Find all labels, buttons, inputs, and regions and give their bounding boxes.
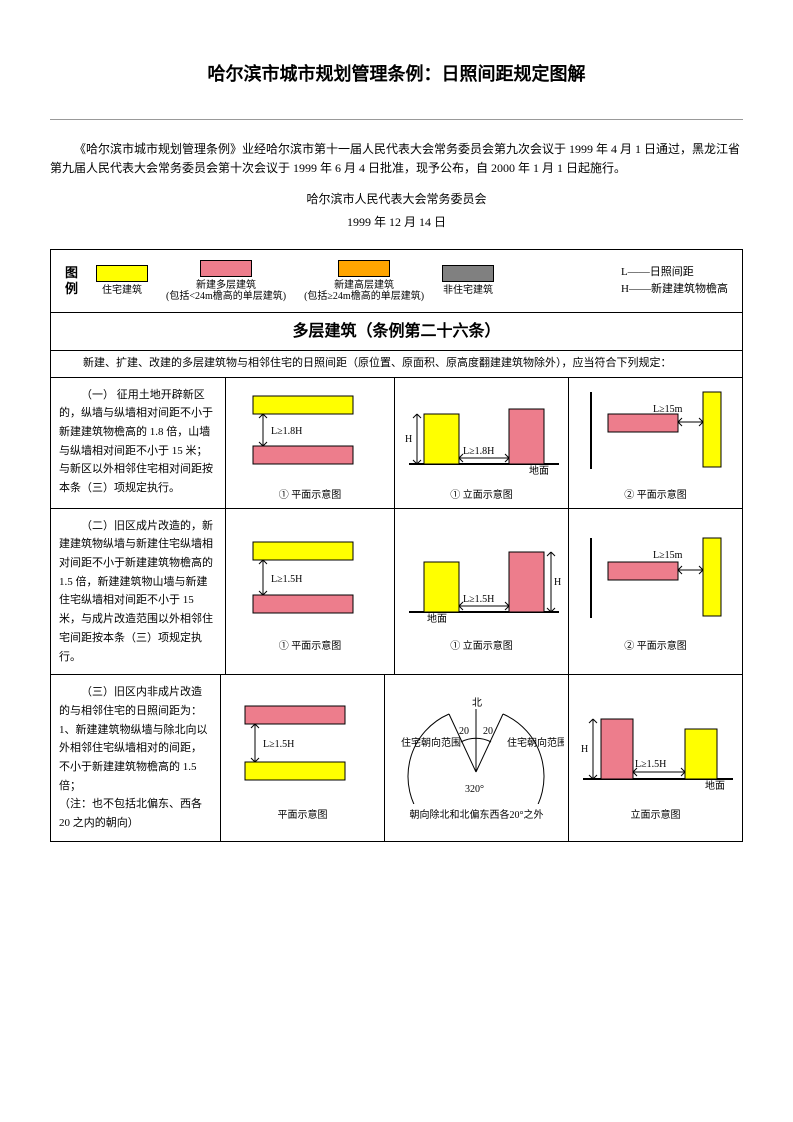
swatch-icon <box>96 265 148 282</box>
section-sub: 新建、扩建、改建的多层建筑物与相邻住宅的日照间距（原位置、原面积、原高度翻建建筑… <box>51 351 742 378</box>
svg-text:20: 20 <box>459 726 469 737</box>
legend-label: 图 例 <box>65 265 78 296</box>
signature: 哈尔滨市人民代表大会常务委员会 <box>50 190 743 209</box>
table-row: （一） 征用土地开辟新区的，纵墙与纵墙相对间距不小于新建建筑物檐高的 1.8 倍… <box>51 378 742 509</box>
svg-text:L≥1.5H: L≥1.5H <box>271 574 302 585</box>
svg-text:L≥15m: L≥15m <box>653 550 683 561</box>
diagram-caption: ① 平面示意图 <box>230 488 390 504</box>
svg-text:L≥1.5H: L≥1.5H <box>263 739 294 750</box>
swatch-icon <box>442 265 494 282</box>
diagram-plan2: L≥15m ② 平面示意图 <box>569 378 742 508</box>
diagram-plan2: L≥15m ② 平面示意图 <box>569 509 742 675</box>
table-row: （二）旧区成片改造的，新建建筑物纵墙与新建住宅纵墙相对间距不小于新建建筑物檐高的… <box>51 509 742 676</box>
section-title-box: 多层建筑（条例第二十六条） <box>51 313 742 352</box>
diagram-caption: ② 平面示意图 <box>573 639 738 655</box>
table-row: （三）旧区内非成片改造的与相邻住宅的日照间距为： 1、新建建筑物纵墙与除北向以外… <box>51 675 742 841</box>
swatch-icon <box>200 260 252 277</box>
svg-text:住宅朝向范围: 住宅朝向范围 <box>507 736 564 749</box>
diagram-caption: ① 平面示意图 <box>230 639 390 655</box>
diagram-caption: 立面示意图 <box>573 808 738 824</box>
diagram-plan: L≥1.5H 平面示意图 <box>221 675 385 841</box>
svg-text:L≥1.5H: L≥1.5H <box>635 759 666 770</box>
intro-text: 《哈尔滨市城市规划管理条例》业经哈尔滨市第十一届人民代表大会常务委员会第九次会议… <box>50 140 743 178</box>
svg-text:H: H <box>554 577 561 588</box>
row-text: （一） 征用土地开辟新区的，纵墙与纵墙相对间距不小于新建建筑物檐高的 1.8 倍… <box>51 378 226 508</box>
diagram-caption: ① 立面示意图 <box>399 488 564 504</box>
diagram-caption: ① 立面示意图 <box>399 639 564 655</box>
section-title: 多层建筑（条例第二十六条） <box>292 323 500 340</box>
main-table: 图 例 住宅建筑 新建多层建筑 (包括<24m檐高的单层建筑) 新建高层建筑 (… <box>50 249 743 842</box>
svg-text:地面: 地面 <box>529 464 549 477</box>
diagram-plan: L≥1.5H ① 平面示意图 <box>226 509 395 675</box>
legend-right: L——日照间距 H——新建建筑物檐高 <box>621 264 728 297</box>
diagram-elevation: H L≥1.5H 地面 立面示意图 <box>569 675 742 841</box>
diagram-elevation: H L≥1.8H 地面 ① 立面示意图 <box>395 378 569 508</box>
svg-text:L≥1.8H: L≥1.8H <box>463 446 494 457</box>
legend: 图 例 住宅建筑 新建多层建筑 (包括<24m檐高的单层建筑) 新建高层建筑 (… <box>51 250 742 313</box>
swatch-icon <box>338 260 390 277</box>
legend-item: 非住宅建筑 <box>442 265 494 296</box>
diagram-caption: ② 平面示意图 <box>573 488 738 504</box>
svg-text:H: H <box>405 434 412 445</box>
svg-text:北: 北 <box>472 697 482 709</box>
diagram-compass: 北 20 20 住宅朝向范围 住宅朝向范围 320° 朝向除北和北偏东西各20°… <box>385 675 569 841</box>
swatch-text: 新建多层建筑 (包括<24m檐高的单层建筑) <box>166 280 286 302</box>
legend-item: 新建高层建筑 (包括≥24m檐高的单层建筑) <box>304 260 424 302</box>
svg-text:320°: 320° <box>465 784 484 795</box>
diagram-caption: 平面示意图 <box>225 808 380 824</box>
legend-item: 住宅建筑 <box>96 265 148 296</box>
svg-text:地面: 地面 <box>427 612 447 625</box>
svg-text:地面: 地面 <box>705 779 725 792</box>
row-text: （二）旧区成片改造的，新建建筑物纵墙与新建住宅纵墙相对间距不小于新建建筑物檐高的… <box>51 509 226 675</box>
svg-text:住宅朝向范围: 住宅朝向范围 <box>401 736 461 749</box>
svg-text:L≥1.8H: L≥1.8H <box>271 426 302 437</box>
legend-item: 新建多层建筑 (包括<24m檐高的单层建筑) <box>166 260 286 302</box>
diagram-plan: L≥1.8H ① 平面示意图 <box>226 378 395 508</box>
swatch-text: 新建高层建筑 (包括≥24m檐高的单层建筑) <box>304 280 424 302</box>
svg-text:L≥1.5H: L≥1.5H <box>463 594 494 605</box>
divider <box>50 119 743 120</box>
diagram-caption: 朝向除北和北偏东西各20°之外 <box>389 808 564 824</box>
swatch-text: 住宅建筑 <box>102 285 142 296</box>
swatch-text: 非住宅建筑 <box>443 285 493 296</box>
svg-text:H: H <box>581 744 588 755</box>
row-text: （三）旧区内非成片改造的与相邻住宅的日照间距为： 1、新建建筑物纵墙与除北向以外… <box>51 675 221 841</box>
svg-text:20: 20 <box>483 726 493 737</box>
date: 1999 年 12 月 14 日 <box>50 213 743 232</box>
diagram-elevation: H L≥1.5H 地面 ① 立面示意图 <box>395 509 569 675</box>
page-title: 哈尔滨市城市规划管理条例：日照间距规定图解 <box>50 60 743 89</box>
svg-text:L≥15m: L≥15m <box>653 404 683 415</box>
